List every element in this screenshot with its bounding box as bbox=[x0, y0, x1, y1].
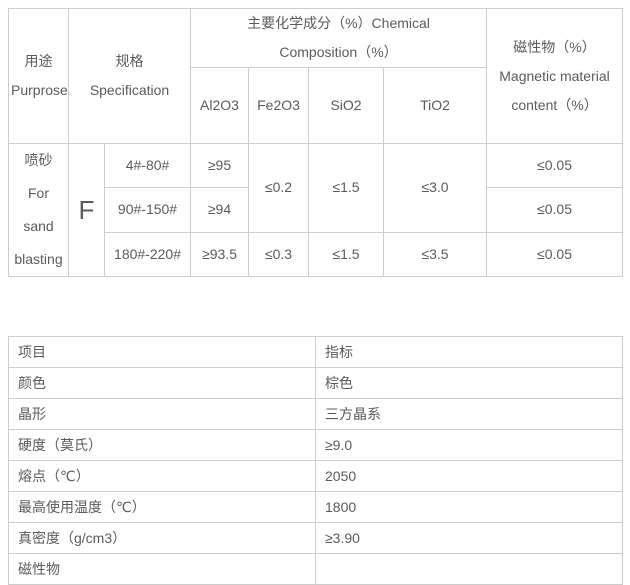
property-value-cell: ≥3.90 bbox=[315, 522, 623, 554]
fe2o3-header-cell: Fe2O3 bbox=[248, 67, 310, 144]
property-row: 项目 指标 bbox=[8, 336, 623, 368]
property-row: 硬度（莫氏） ≥9.0 bbox=[8, 429, 623, 461]
al2o3-value-cell: ≥93.5 bbox=[190, 231, 250, 278]
property-item-cell: 硬度（莫氏） bbox=[8, 429, 316, 461]
al2o3-value-cell: ≥94 bbox=[190, 187, 250, 233]
property-value-cell: ≥9.0 bbox=[315, 429, 623, 461]
spec-table: 用途 Purprose 规格 Specification 主要化学成分（%）Ch… bbox=[8, 8, 624, 278]
specification-header-cell: 规格 Specification bbox=[67, 8, 192, 144]
spec-cell: 90#-150# bbox=[103, 187, 192, 233]
magnetic-header-cell: 磁性物（%） Magnetic material content（%） bbox=[486, 8, 624, 144]
property-value-cell: 指标 bbox=[315, 336, 623, 368]
property-value-cell: 三方晶系 bbox=[315, 398, 623, 430]
fe2o3-value-cell: ≤0.2 bbox=[248, 143, 310, 233]
property-item-cell: 晶形 bbox=[8, 398, 316, 430]
property-value-cell bbox=[315, 553, 623, 585]
spec-header-row-1: 用途 Purprose 规格 Specification 主要化学成分（%）Ch… bbox=[8, 8, 624, 144]
property-item-cell: 项目 bbox=[8, 336, 316, 368]
spec-data-row-3: 180#-220# ≥93.5 ≤0.3 ≤1.5 ≤3.5 ≤0.05 bbox=[9, 231, 624, 278]
magnetic-value-cell: ≤0.05 bbox=[486, 142, 624, 189]
purpose-header-cell: 用途 Purprose bbox=[8, 8, 69, 144]
property-row: 最高使用温度（℃） 1800 bbox=[8, 491, 623, 523]
property-row: 真密度（g/cm3） ≥3.90 bbox=[8, 522, 623, 554]
properties-table: 项目 指标 颜色 棕色 晶形 三方晶系 硬度（莫氏） ≥9.0 熔点（℃） 20… bbox=[8, 336, 623, 585]
property-item-cell: 熔点（℃） bbox=[8, 460, 316, 492]
sio2-value-cell: ≤1.5 bbox=[308, 143, 385, 233]
property-item-cell: 最高使用温度（℃） bbox=[8, 491, 316, 523]
chemical-composition-header-cell: 主要化学成分（%）Chemical Composition（%） bbox=[190, 8, 488, 68]
property-item-cell: 磁性物 bbox=[8, 553, 316, 585]
property-row: 磁性物 bbox=[8, 553, 623, 585]
property-value-cell: 棕色 bbox=[315, 367, 623, 399]
tio2-value-cell: ≤3.0 bbox=[383, 143, 488, 233]
spec-cell: 180#-220# bbox=[103, 231, 192, 278]
spec-data-row-2: 90#-150# ≥94 ≤0.05 bbox=[9, 187, 624, 233]
property-value-cell: 1800 bbox=[315, 491, 623, 523]
property-item-cell: 真密度（g/cm3） bbox=[8, 522, 316, 554]
sio2-value-cell: ≤1.5 bbox=[308, 231, 385, 278]
grade-group-cell: F bbox=[68, 143, 105, 277]
spec-data-row-1: 喷砂 For sand blasting F 4#-80# ≥95 ≤0.2 ≤… bbox=[8, 142, 624, 277]
property-row: 颜色 棕色 bbox=[8, 367, 623, 399]
purpose-cell: 喷砂 For sand blasting bbox=[8, 143, 69, 277]
fe2o3-value-cell: ≤0.3 bbox=[248, 231, 310, 278]
property-value-cell: 2050 bbox=[315, 460, 623, 492]
magnetic-value-cell: ≤0.05 bbox=[486, 231, 624, 278]
property-row: 晶形 三方晶系 bbox=[8, 398, 623, 430]
sio2-header-cell: SiO2 bbox=[308, 67, 385, 144]
al2o3-header-cell: Al2O3 bbox=[190, 67, 250, 144]
spec-header-row-2: Al2O3 Fe2O3 SiO2 TiO2 bbox=[9, 67, 623, 144]
spec-cell: 4#-80# bbox=[103, 142, 192, 189]
property-item-cell: 颜色 bbox=[8, 367, 316, 399]
tio2-value-cell: ≤3.5 bbox=[383, 231, 488, 278]
al2o3-value-cell: ≥95 bbox=[190, 142, 250, 189]
property-row: 熔点（℃） 2050 bbox=[8, 460, 623, 492]
magnetic-value-cell: ≤0.05 bbox=[486, 187, 624, 233]
tio2-header-cell: TiO2 bbox=[383, 67, 488, 144]
